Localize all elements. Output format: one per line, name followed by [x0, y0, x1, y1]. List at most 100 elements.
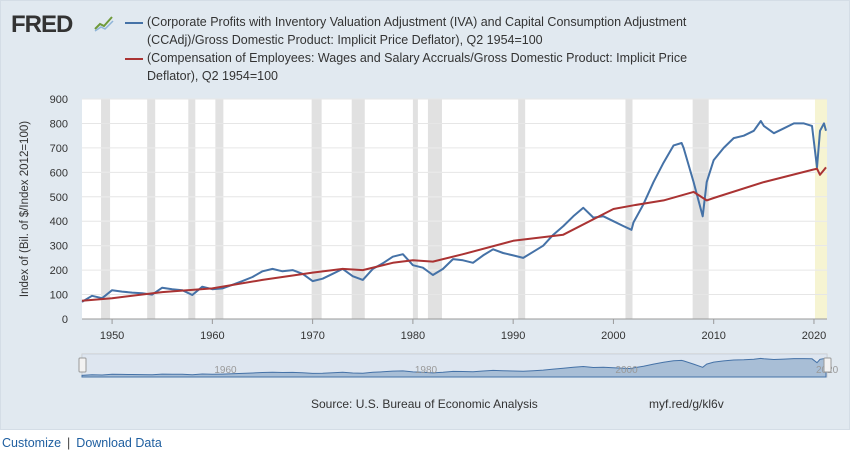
data-point-profits	[662, 161, 664, 163]
data-point-profits	[241, 280, 243, 282]
recession-band	[147, 99, 156, 319]
data-point-profits	[632, 221, 634, 223]
data-point-profits	[753, 130, 755, 132]
data-point-profits	[773, 132, 775, 134]
legend-swatch-compensation	[125, 58, 143, 60]
data-point-compensation	[362, 269, 364, 271]
data-point-profits	[321, 277, 323, 279]
data-point-profits	[819, 130, 821, 132]
data-point-profits	[612, 220, 614, 222]
data-point-profits	[472, 262, 474, 264]
x-tick-label: 2000	[601, 330, 625, 342]
data-point-compensation	[341, 268, 343, 270]
data-point-profits	[251, 276, 253, 278]
y-tick-label: 0	[62, 314, 68, 326]
y-tick-label: 500	[50, 192, 68, 204]
data-point-profits	[422, 266, 424, 268]
data-point-profits	[522, 257, 524, 259]
data-point-compensation	[81, 299, 83, 301]
data-point-profits	[701, 215, 703, 217]
line-chart: 0 100 200 300 400 500 600 700 800 900 1950 1960 1970…	[19, 94, 839, 378]
data-point-profits	[432, 274, 434, 276]
data-point-profits	[171, 288, 173, 290]
x-tick-label: 1960	[200, 330, 224, 342]
data-point-profits	[442, 268, 444, 270]
series-line-compensation	[81, 166, 827, 302]
data-point-profits	[823, 122, 825, 124]
series-line-profits	[81, 120, 827, 303]
data-point-compensation	[632, 204, 634, 206]
data-point-profits	[452, 258, 454, 260]
download-data-link[interactable]: Download Data	[76, 436, 162, 450]
y-tick-label: 400	[50, 216, 68, 228]
data-point-compensation	[819, 174, 821, 176]
data-point-profits	[811, 125, 813, 127]
x-tick-label: 1950	[100, 330, 124, 342]
y-tick-label: 700	[50, 143, 68, 155]
chart-frame: FRED (Corporate Profits with Inventory V…	[0, 0, 850, 430]
legend-item-compensation[interactable]: (Compensation of Employees: Wages and Sa…	[121, 49, 721, 85]
data-point-profits	[542, 244, 544, 246]
short-link[interactable]: myf.red/g/kl6v	[649, 397, 724, 411]
y-tick-label: 300	[50, 241, 68, 253]
data-point-profits	[680, 142, 682, 144]
data-point-compensation	[392, 262, 394, 264]
footer-links: Customize | Download Data	[2, 436, 162, 450]
data-point-profits	[682, 147, 684, 149]
x-tick-label: 1980	[401, 330, 425, 342]
data-point-profits	[392, 255, 394, 257]
data-point-profits	[783, 127, 785, 129]
data-point-profits	[712, 159, 714, 161]
data-point-compensation	[512, 240, 514, 242]
data-point-profits	[705, 181, 707, 183]
data-point-profits	[111, 289, 113, 291]
fred-logo[interactable]: FRED	[11, 11, 73, 38]
data-point-compensation	[692, 191, 694, 193]
data-point-compensation	[412, 259, 414, 261]
y-tick-label: 900	[50, 94, 68, 106]
data-point-compensation	[111, 297, 113, 299]
data-point-profits	[281, 270, 283, 272]
footer-separator: |	[67, 436, 71, 450]
legend-swatch-profits	[125, 22, 143, 24]
data-point-profits	[803, 122, 805, 124]
data-point-profits	[402, 253, 404, 255]
data-point-compensation	[432, 260, 434, 262]
data-point-compensation	[816, 167, 818, 169]
data-point-profits	[763, 125, 765, 127]
data-point-compensation	[763, 181, 765, 183]
navigator-handle-right[interactable]	[823, 357, 832, 373]
data-point-profits	[161, 287, 163, 289]
source-text: Source: U.S. Bureau of Economic Analysis	[311, 397, 538, 411]
customize-link[interactable]: Customize	[2, 436, 62, 450]
data-point-profits	[825, 130, 827, 132]
data-point-profits	[723, 147, 725, 149]
data-point-compensation	[811, 169, 813, 171]
recession-band	[188, 99, 196, 319]
legend-item-profits[interactable]: (Corporate Profits with Inventory Valuat…	[121, 13, 721, 49]
data-point-profits	[622, 225, 624, 227]
data-point-compensation	[161, 291, 163, 293]
data-point-profits	[271, 268, 273, 270]
data-point-profits	[331, 273, 333, 275]
data-point-compensation	[562, 233, 564, 235]
recession-band	[351, 99, 365, 319]
legend-label-compensation: (Compensation of Employees: Wages and Sa…	[147, 51, 688, 83]
data-point-profits	[482, 254, 484, 256]
recession-band	[427, 99, 442, 319]
data-point-profits	[572, 215, 574, 217]
y-tick-label: 600	[50, 167, 68, 179]
data-point-profits	[121, 290, 123, 292]
navigator-series	[81, 357, 827, 378]
navigator-handle-left[interactable]	[78, 357, 87, 373]
y-tick-label: 100	[50, 290, 68, 302]
data-point-compensation	[712, 197, 714, 199]
data-point-compensation	[705, 199, 707, 201]
data-point-profits	[291, 269, 293, 271]
data-point-profits	[201, 286, 203, 288]
data-point-profits	[311, 280, 313, 282]
navigator-label: 1960	[214, 365, 237, 376]
x-tick-label: 2020	[802, 330, 826, 342]
data-point-profits	[793, 122, 795, 124]
data-point-profits	[261, 270, 263, 272]
